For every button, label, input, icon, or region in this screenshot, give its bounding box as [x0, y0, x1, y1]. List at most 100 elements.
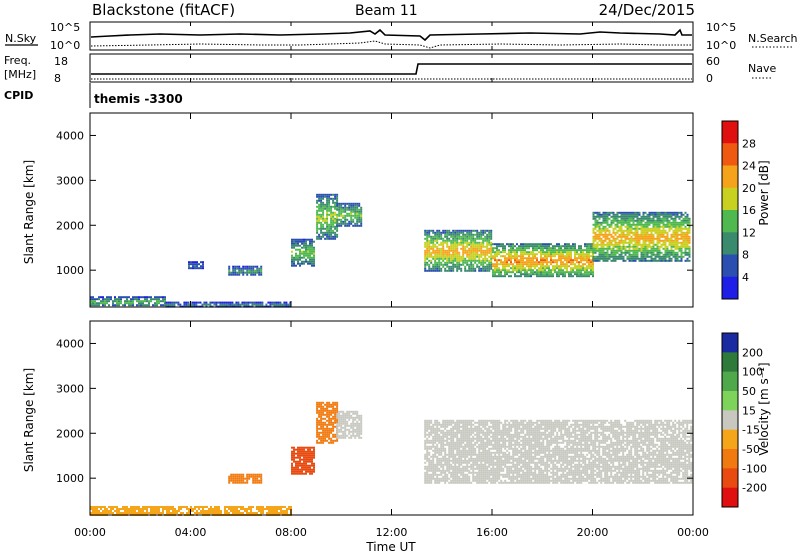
velocity-cell [166, 506, 168, 508]
power-cell [688, 251, 691, 254]
power-cell [644, 227, 647, 230]
power-cell [476, 243, 479, 246]
power-cell [580, 273, 582, 276]
power-cell [303, 256, 305, 259]
velocity-cell [256, 481, 259, 484]
velocity-cell [424, 421, 427, 424]
velocity-cell [309, 466, 311, 469]
velocity-cell [336, 424, 339, 427]
velocity-cell [458, 437, 461, 440]
power-cell [550, 273, 552, 276]
power-cell [313, 248, 315, 251]
power-cell [616, 247, 619, 250]
power-cell [301, 250, 303, 253]
velocity-cell [254, 479, 257, 482]
power-cell [246, 273, 249, 276]
power-cell [530, 263, 532, 266]
velocity-cell [230, 473, 233, 476]
velocity-cell [352, 410, 355, 413]
velocity-cell [444, 457, 447, 460]
power-cell [610, 225, 613, 228]
power-cell [632, 223, 635, 226]
power-cell [652, 211, 655, 214]
power-cell [558, 245, 560, 248]
power-cell [309, 250, 311, 253]
velocity-cell [154, 512, 156, 514]
power-cell [662, 215, 665, 218]
velocity-cell [340, 420, 343, 423]
power-cell [138, 296, 140, 299]
velocity-cell [228, 512, 230, 514]
power-cell [522, 265, 524, 268]
velocity-cell [424, 419, 427, 422]
power-cell [248, 267, 251, 270]
power-cell [334, 207, 337, 210]
power-cell [442, 251, 445, 254]
velocity-cell [324, 435, 327, 438]
power-cell [642, 215, 645, 218]
power-cell [498, 259, 500, 262]
power-cell [480, 261, 483, 264]
power-cell [562, 275, 564, 278]
velocity-cell [474, 437, 477, 440]
velocity-cell [178, 508, 180, 510]
velocity-cell [460, 441, 463, 444]
power-cell [658, 229, 661, 232]
velocity-cell [458, 465, 461, 468]
power-cell [512, 257, 514, 260]
velocity-cell [352, 420, 355, 423]
velocity-cell [318, 401, 321, 404]
velocity-cell [228, 508, 230, 510]
power-cell [524, 257, 526, 260]
power-cell [187, 301, 190, 304]
velocity-cell [226, 512, 228, 514]
power-cell [504, 257, 506, 260]
power-cell [630, 245, 633, 248]
power-cell [446, 235, 449, 238]
power-cell [636, 213, 639, 216]
velocity-cell [426, 471, 429, 474]
power-cell [436, 257, 439, 260]
power-cell [297, 248, 299, 251]
power-cell [164, 300, 166, 303]
power-cell [303, 238, 305, 241]
velocity-cell [448, 463, 451, 466]
power-cell [504, 273, 506, 276]
power-cell [260, 271, 263, 274]
power-cell [320, 223, 323, 226]
power-cell [171, 301, 174, 304]
velocity-cell [470, 451, 473, 454]
power-cell [490, 251, 493, 254]
power-cell [462, 231, 465, 234]
power-cell [299, 244, 301, 247]
power-cell [442, 231, 445, 234]
velocity-cell [224, 506, 226, 508]
power-cell [644, 225, 647, 228]
velocity-cell [348, 410, 351, 413]
power-cell [602, 233, 605, 236]
power-cell [584, 245, 586, 248]
velocity-cell [180, 508, 182, 510]
velocity-cell [284, 512, 286, 514]
power-cell [436, 267, 439, 270]
power-cell [520, 253, 522, 256]
power-cell [336, 213, 339, 216]
power-cell [446, 241, 449, 244]
power-cell [658, 247, 661, 250]
velocity-cell [424, 443, 427, 446]
power-cell [614, 219, 617, 222]
power-cell [202, 267, 204, 270]
power-cell [126, 300, 128, 303]
power-cell [350, 202, 353, 205]
power-cell [464, 245, 467, 248]
velocity-cell [426, 473, 429, 476]
power-cell [634, 211, 637, 214]
power-cell [658, 239, 661, 242]
power-cell [590, 271, 592, 274]
power-cell [550, 243, 552, 246]
velocity-cell [456, 423, 459, 426]
velocity-cell [426, 427, 429, 430]
velocity-cell [426, 465, 429, 468]
power-cell [326, 199, 329, 202]
power-cell [588, 251, 590, 254]
